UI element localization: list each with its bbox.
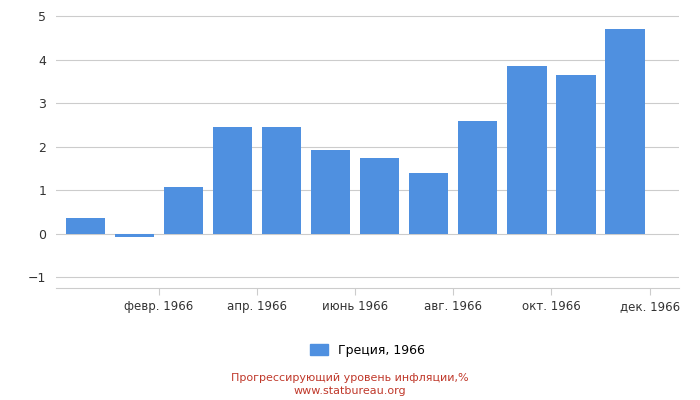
Bar [458, 121, 498, 234]
Bar [410, 173, 449, 234]
Bar [66, 218, 105, 234]
Bar [360, 158, 400, 234]
Bar [213, 127, 252, 234]
Bar [262, 127, 301, 234]
Bar [556, 75, 596, 234]
Bar [164, 187, 203, 234]
Bar [606, 29, 645, 234]
Bar [115, 234, 154, 237]
Text: www.statbureau.org: www.statbureau.org [294, 386, 406, 396]
Text: Прогрессирующий уровень инфляции,%: Прогрессирующий уровень инфляции,% [231, 373, 469, 383]
Bar [508, 66, 547, 234]
Bar [311, 150, 350, 234]
Legend: Греция, 1966: Греция, 1966 [309, 344, 426, 357]
